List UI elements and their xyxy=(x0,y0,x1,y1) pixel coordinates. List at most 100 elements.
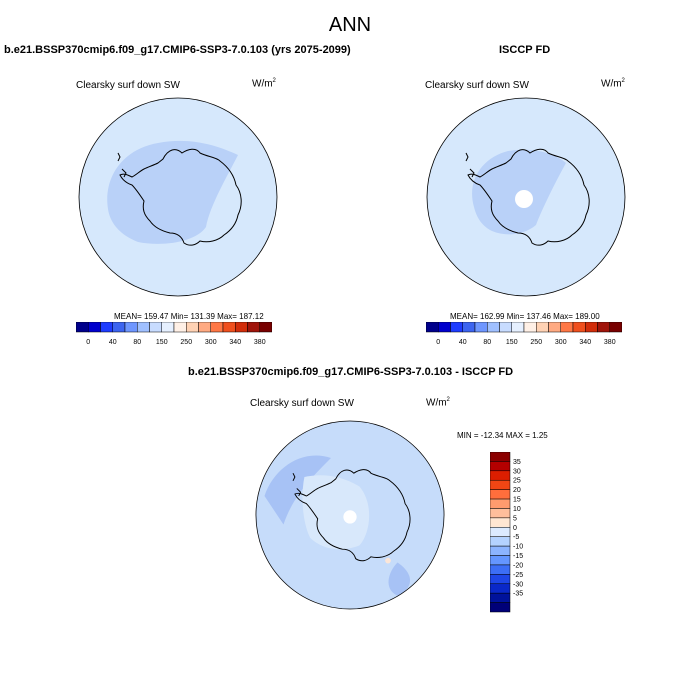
panel1-colorbar-swatch xyxy=(235,322,248,333)
panel1-colorbar-swatch xyxy=(247,322,260,333)
panel2-colorbar-swatch xyxy=(426,322,439,333)
diff-minmax-stats: MIN = -12.34 MAX = 1.25 xyxy=(457,431,548,440)
panel1-map-boundary xyxy=(78,97,278,297)
diff-map-boundary xyxy=(255,420,445,610)
diff-panel-title: b.e21.BSSP370cmip6.f09_g17.CMIP6-SSP3-7.… xyxy=(188,366,514,378)
panel1-polar-map xyxy=(78,97,278,297)
panel1-stats: MEAN= 159.47 Min= 131.39 Max= 187.12 xyxy=(114,312,264,321)
panel1-units-label: W/m2 xyxy=(252,78,276,90)
panel2-colorbar-swatch xyxy=(609,322,622,333)
diff-colorbar-swatch xyxy=(490,545,511,556)
diff-colorbar-swatch xyxy=(490,583,511,594)
panel1-colorbar-swatch xyxy=(76,322,89,333)
panel1-colorbar-label: 150 xyxy=(156,339,168,346)
panel2-colorbar-label: 300 xyxy=(555,339,567,346)
panel1-colorbar-label: 300 xyxy=(205,339,217,346)
panel1-colorbar-swatch xyxy=(173,322,187,333)
panel1-colorbar-swatch xyxy=(124,322,138,333)
panel2-colorbar-swatch xyxy=(585,322,598,333)
panel1-colorbar-label: 0 xyxy=(86,339,90,346)
diff-colorbar-label: 35 xyxy=(513,459,521,466)
diff-colorbar-swatch xyxy=(490,489,511,500)
diff-negative-region-south xyxy=(388,562,411,596)
panel1-colorbar-swatch xyxy=(222,322,236,333)
panel2-polar-map xyxy=(426,97,626,297)
panel2-variable-label: Clearsky surf down SW xyxy=(425,80,529,91)
panel2-colorbar-swatch xyxy=(536,322,549,333)
diff-colorbar-swatch xyxy=(490,555,511,566)
panel2-colorbar-swatch xyxy=(572,322,586,333)
panel2-colorbar-swatch xyxy=(597,322,610,333)
panel1-title: b.e21.BSSP370cmip6.f09_g17.CMIP6-SSP3-7.… xyxy=(4,44,351,56)
panel2-colorbar-swatch xyxy=(511,322,525,333)
panel1-colorbar-swatch xyxy=(112,322,126,333)
diff-colorbar-swatch xyxy=(490,479,511,490)
panel1-colorbar-label: 340 xyxy=(229,339,241,346)
diff-colorbar-swatch xyxy=(490,498,511,509)
diff-near-zero-region xyxy=(302,475,370,550)
diff-colorbar-swatch xyxy=(490,452,511,462)
panel1-colorbar: 0 40 80 150 250 300 340 380 xyxy=(76,322,272,346)
diff-colorbar-label: -20 xyxy=(513,562,523,569)
panel2-colorbar: 0 40 80 150 250 300 340 380 xyxy=(426,322,622,346)
panel2-map-boundary xyxy=(426,97,626,297)
panel1-colorbar-swatch xyxy=(186,322,199,333)
diff-missing-data-hole xyxy=(343,510,357,524)
diff-peninsula-coast xyxy=(292,472,302,497)
diff-colorbar-swatch xyxy=(490,602,511,613)
panel2-antarctica-coastline xyxy=(467,148,590,246)
panel1-colorbar-swatch xyxy=(88,322,101,333)
panel2-peninsula-coast xyxy=(465,152,475,178)
panel2-colorbar-swatch xyxy=(450,322,463,333)
panel2-colorbar-label: 340 xyxy=(579,339,591,346)
diff-colorbar-label: 10 xyxy=(513,506,521,513)
panel2-colorbar-label: 80 xyxy=(483,339,491,346)
panel2-missing-data-hole xyxy=(515,190,533,208)
panel2-colorbar-label: 40 xyxy=(459,339,467,346)
panel1-colorbar-swatch xyxy=(161,322,175,333)
panel1-field-region xyxy=(107,140,238,244)
panel2-colorbar-label: 250 xyxy=(530,339,542,346)
diff-colorbar-label: 20 xyxy=(513,487,521,494)
panel2-units-label: W/m2 xyxy=(601,78,625,90)
diff-colorbar-label: -5 xyxy=(513,534,519,541)
diff-antarctica-coastline xyxy=(294,469,411,562)
panel1-colorbar-swatch xyxy=(198,322,211,333)
panel2-colorbar-label: 380 xyxy=(604,339,616,346)
panel2-colorbar-swatch xyxy=(560,322,574,333)
diff-colorbar-swatch xyxy=(490,592,511,603)
diff-units-label: W/m2 xyxy=(426,397,450,409)
panel1-colorbar-label: 250 xyxy=(180,339,192,346)
panel1-colorbar-label: 80 xyxy=(133,339,141,346)
panel1-variable-label: Clearsky surf down SW xyxy=(76,80,180,91)
panel1-colorbar-label: 380 xyxy=(254,339,266,346)
panel1-colorbar-swatch xyxy=(100,322,113,333)
diff-colorbar-label: -10 xyxy=(513,544,523,551)
panel2-colorbar-swatch xyxy=(487,322,500,333)
diff-colorbar-label: -35 xyxy=(513,591,523,598)
panel2-colorbar-swatch xyxy=(548,322,561,333)
diff-colorbar-label: 30 xyxy=(513,468,521,475)
panel1-peninsula-coast xyxy=(117,152,127,178)
panel1-colorbar-swatch xyxy=(137,322,150,333)
panel2-colorbar-label: 0 xyxy=(436,339,440,346)
diff-colorbar-swatch xyxy=(490,574,511,585)
diff-colorbar-label: 25 xyxy=(513,478,521,485)
diff-colorbar-swatch xyxy=(490,470,511,481)
diff-positive-spot xyxy=(385,557,391,564)
diff-colorbar-swatch xyxy=(490,517,511,528)
panel2-stats: MEAN= 162.99 Min= 137.46 Max= 189.00 xyxy=(450,312,600,321)
panel1-colorbar-swatch xyxy=(259,322,272,333)
diff-variable-label: Clearsky surf down SW xyxy=(250,398,354,409)
diff-colorbar-label: -15 xyxy=(513,553,523,560)
diff-colorbar-swatch xyxy=(490,508,511,519)
diff-colorbar-swatch xyxy=(490,564,511,575)
panel1-colorbar-swatch xyxy=(210,322,224,333)
diff-colorbar-swatch xyxy=(490,527,511,537)
panel2-title: ISCCP FD xyxy=(499,44,551,56)
diff-colorbar-swatch xyxy=(490,461,511,472)
panel2-colorbar-swatch xyxy=(523,322,537,333)
panel1-colorbar-swatch xyxy=(149,322,162,333)
main-title: ANN xyxy=(328,14,372,36)
diff-polar-map xyxy=(255,420,445,610)
